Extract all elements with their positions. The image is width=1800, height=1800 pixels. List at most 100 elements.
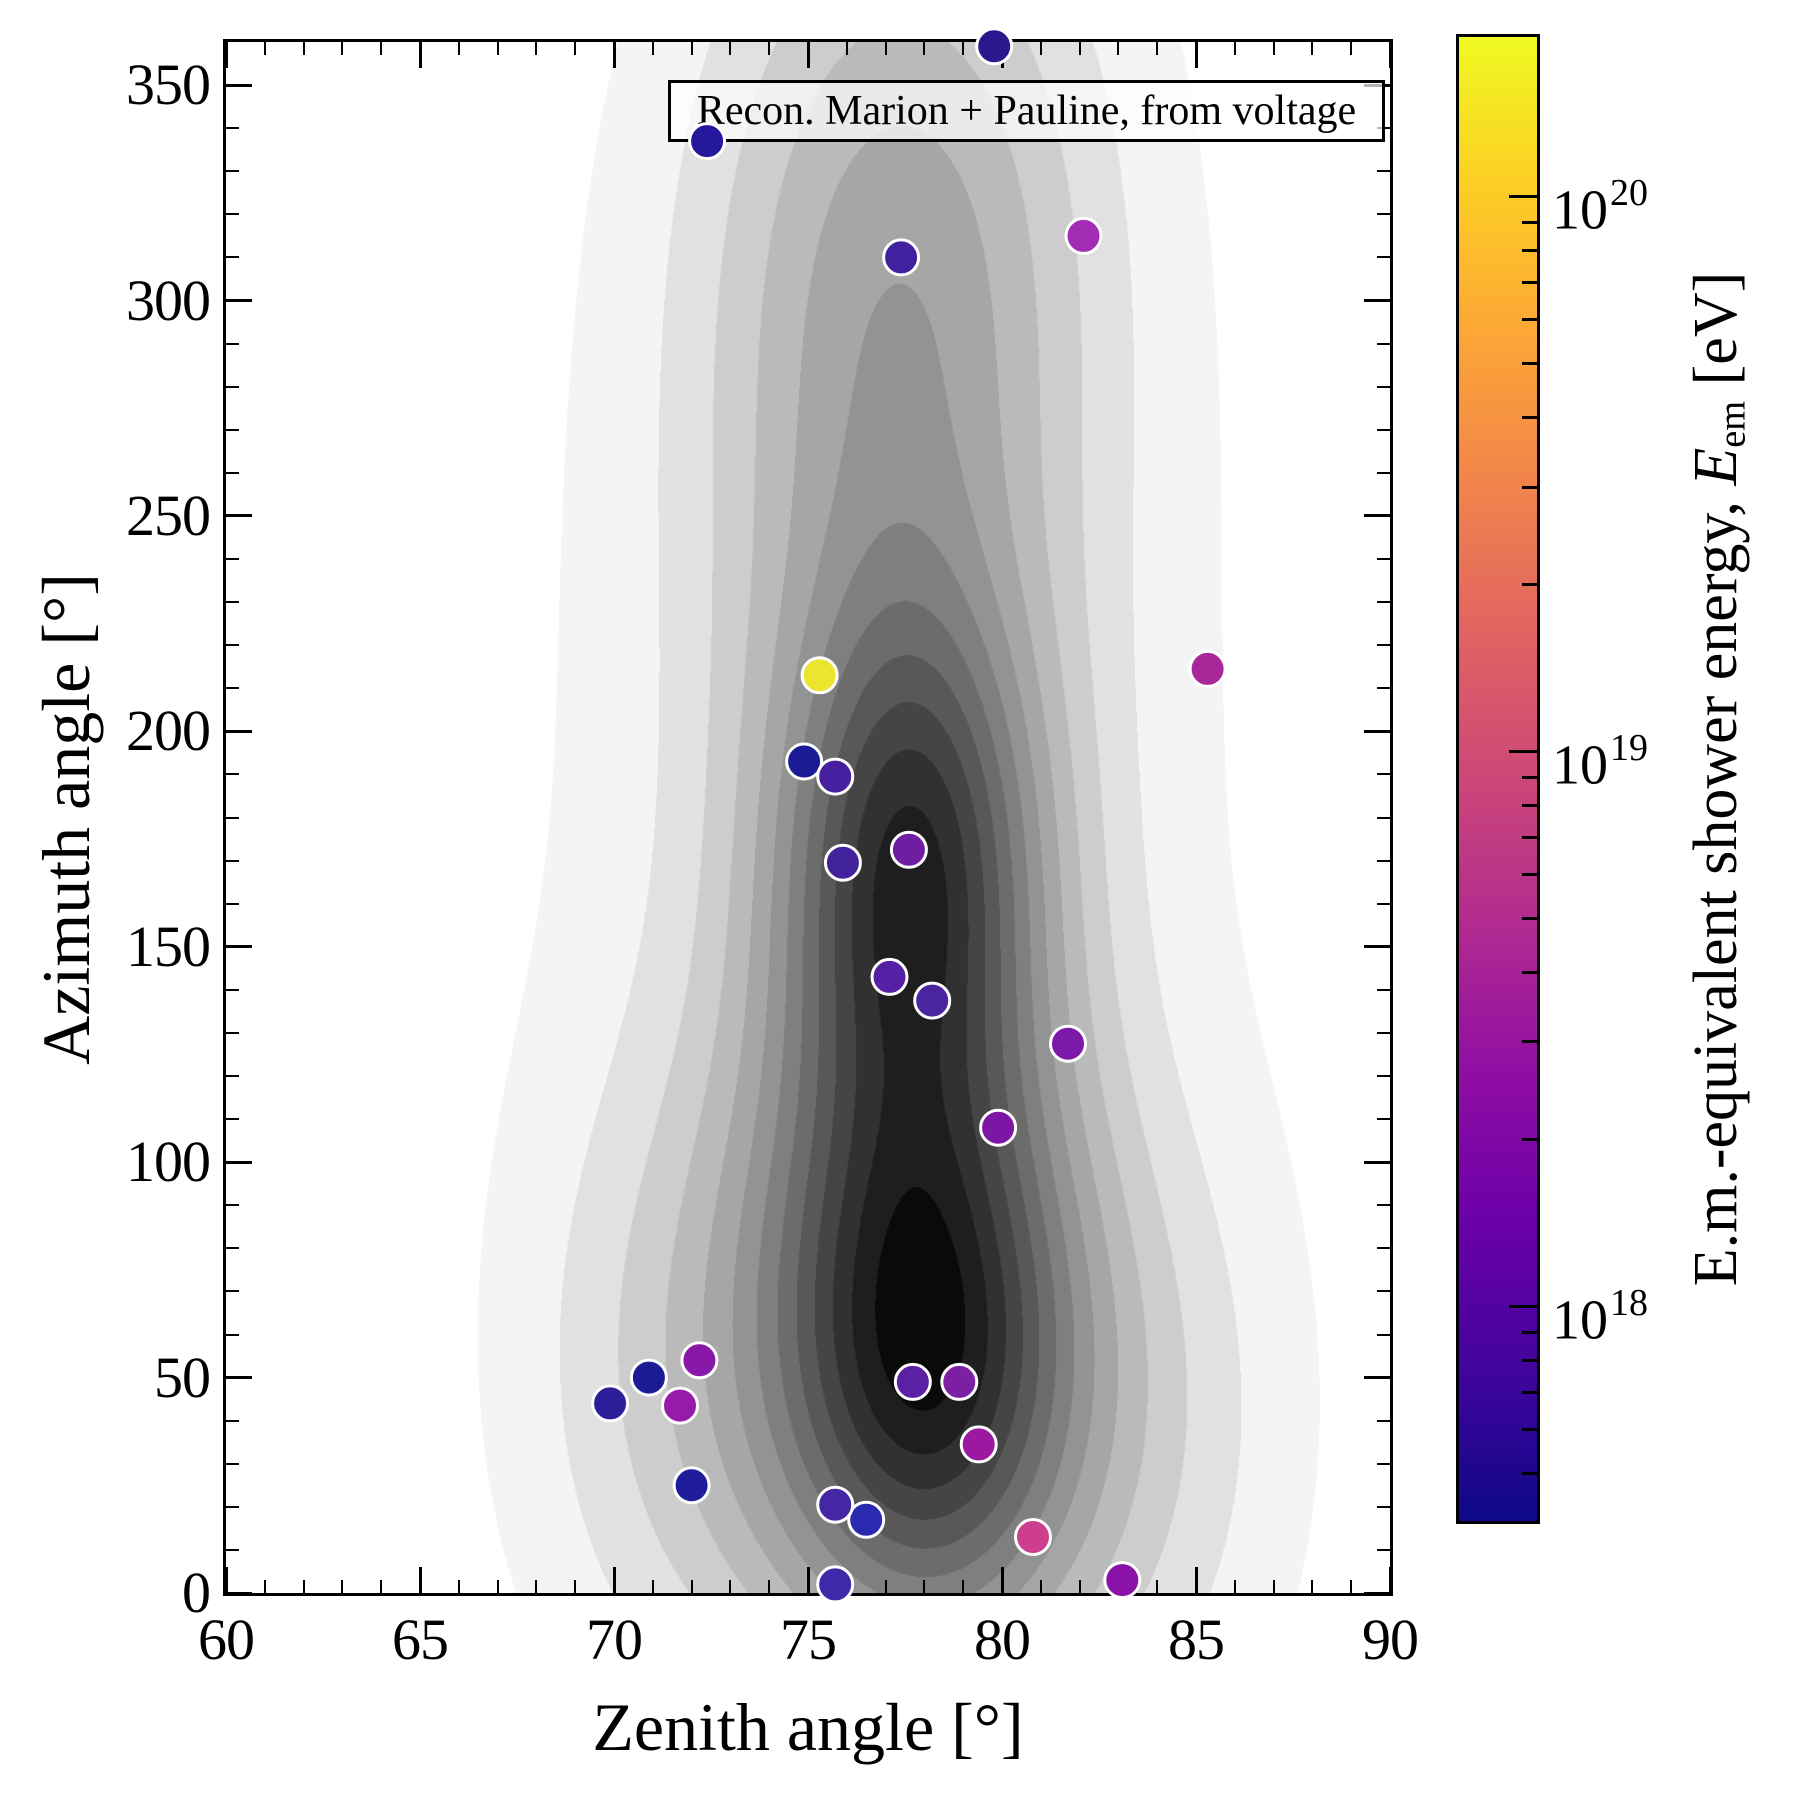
colorbar-tick-mark bbox=[1522, 1359, 1537, 1363]
tick-mark bbox=[1377, 170, 1390, 173]
tick-mark bbox=[226, 514, 252, 518]
tick-mark bbox=[612, 42, 616, 68]
tick-mark bbox=[226, 1075, 239, 1077]
tick-mark bbox=[302, 1580, 305, 1593]
tick-mark bbox=[690, 42, 693, 55]
colorbar-label: E.m.-equivalent shower energy, Eem [eV] bbox=[1674, 0, 1758, 1579]
tick-mark bbox=[1377, 385, 1390, 388]
tick-mark bbox=[226, 1333, 239, 1336]
colorbar-tick-mark bbox=[1522, 971, 1537, 975]
colorbar-tick-mark bbox=[1522, 362, 1537, 366]
tick-mark bbox=[1364, 299, 1390, 302]
y-tick-label: 350 bbox=[126, 52, 211, 118]
tick-mark bbox=[226, 385, 239, 388]
tick-mark bbox=[1377, 1204, 1390, 1207]
tick-mark bbox=[226, 1247, 239, 1250]
scatter-point bbox=[816, 1485, 855, 1524]
tick-mark bbox=[1377, 1333, 1390, 1336]
colorbar-tick-mark bbox=[1522, 1472, 1537, 1476]
tick-mark bbox=[302, 42, 305, 55]
colorbar-tick-mark bbox=[1522, 220, 1537, 224]
tick-mark bbox=[1156, 1580, 1159, 1593]
tick-mark bbox=[962, 1580, 965, 1593]
tick-mark bbox=[1194, 1567, 1198, 1593]
tick-mark bbox=[574, 1580, 577, 1593]
colorbar-gradient bbox=[1459, 37, 1537, 1521]
tick-mark bbox=[341, 42, 344, 55]
tick-mark bbox=[1377, 1075, 1390, 1077]
scatter-point bbox=[800, 656, 839, 695]
colorbar-tick-mark bbox=[1522, 1330, 1537, 1334]
tick-mark bbox=[226, 601, 239, 604]
tick-mark bbox=[1350, 42, 1353, 55]
tick-mark bbox=[341, 1580, 344, 1593]
tick-mark bbox=[923, 1580, 926, 1593]
tick-mark bbox=[1350, 1580, 1353, 1593]
tick-mark bbox=[729, 1580, 732, 1593]
tick-mark bbox=[1272, 42, 1275, 55]
tick-mark bbox=[1377, 1247, 1390, 1250]
x-tick-label: 75 bbox=[780, 1607, 837, 1672]
tick-mark bbox=[226, 988, 239, 991]
y-tick-label: 100 bbox=[126, 1129, 211, 1195]
tick-mark bbox=[1364, 1376, 1390, 1380]
scatter-point bbox=[661, 1386, 699, 1425]
density-contour-canvas bbox=[226, 42, 1390, 1593]
tick-mark bbox=[1377, 1419, 1390, 1422]
tick-mark bbox=[226, 1160, 252, 1164]
tick-mark bbox=[226, 1591, 252, 1595]
scatter-point bbox=[889, 830, 928, 869]
tick-mark bbox=[1377, 1548, 1390, 1551]
tick-mark bbox=[226, 1376, 252, 1380]
colorbar-tick-mark bbox=[1522, 836, 1537, 840]
scatter-points-layer bbox=[591, 27, 1227, 1604]
tick-mark bbox=[612, 1567, 616, 1593]
y-tick-label: 0 bbox=[182, 1560, 211, 1625]
scatter-point bbox=[882, 238, 921, 277]
tick-mark bbox=[845, 42, 848, 55]
tick-mark bbox=[1377, 1505, 1390, 1508]
tick-mark bbox=[226, 83, 252, 87]
tick-mark bbox=[226, 729, 252, 733]
scatter-point bbox=[959, 1425, 998, 1464]
colorbar-tick-label: 1019 bbox=[1552, 727, 1648, 797]
tick-mark bbox=[535, 42, 538, 55]
tick-mark bbox=[1377, 601, 1390, 604]
x-tick-label: 65 bbox=[392, 1607, 449, 1672]
tick-mark bbox=[1039, 1580, 1042, 1593]
tick-mark bbox=[1156, 42, 1159, 55]
colorbar-tick-mark bbox=[1509, 750, 1537, 754]
x-tick-label: 60 bbox=[198, 1607, 255, 1672]
tick-mark bbox=[224, 42, 228, 68]
tick-mark bbox=[457, 42, 460, 55]
scatter-point bbox=[672, 1466, 711, 1505]
colorbar-tick-mark bbox=[1509, 195, 1537, 199]
tick-mark bbox=[1194, 42, 1198, 68]
scatter-point bbox=[913, 981, 952, 1020]
colorbar-label-suffix: [eV] bbox=[1682, 271, 1750, 401]
tick-mark bbox=[226, 299, 252, 302]
tick-mark bbox=[226, 773, 239, 776]
tick-mark bbox=[263, 42, 266, 55]
tick-mark bbox=[729, 42, 732, 55]
tick-mark bbox=[226, 687, 239, 690]
tick-mark bbox=[226, 1204, 239, 1207]
y-tick-label: 200 bbox=[126, 698, 211, 764]
x-tick-label: 85 bbox=[1168, 1607, 1225, 1672]
scatter-point bbox=[940, 1362, 979, 1401]
tick-mark bbox=[1377, 859, 1390, 862]
colorbar-tick-mark bbox=[1522, 416, 1537, 420]
tick-mark bbox=[1364, 1160, 1390, 1164]
colorbar-tick-label: 1018 bbox=[1552, 1281, 1648, 1352]
tick-mark bbox=[1377, 342, 1390, 345]
y-tick-label: 250 bbox=[126, 482, 211, 548]
x-tick-label: 80 bbox=[974, 1607, 1031, 1672]
scatter-point bbox=[785, 742, 824, 781]
colorbar-tick-label: 1020 bbox=[1552, 172, 1648, 242]
tick-mark bbox=[226, 644, 239, 647]
x-tick-label: 70 bbox=[586, 1607, 643, 1672]
tick-mark bbox=[1388, 42, 1392, 68]
tick-mark bbox=[1233, 1580, 1236, 1593]
tick-mark bbox=[768, 1580, 771, 1593]
tick-mark bbox=[1233, 42, 1236, 55]
